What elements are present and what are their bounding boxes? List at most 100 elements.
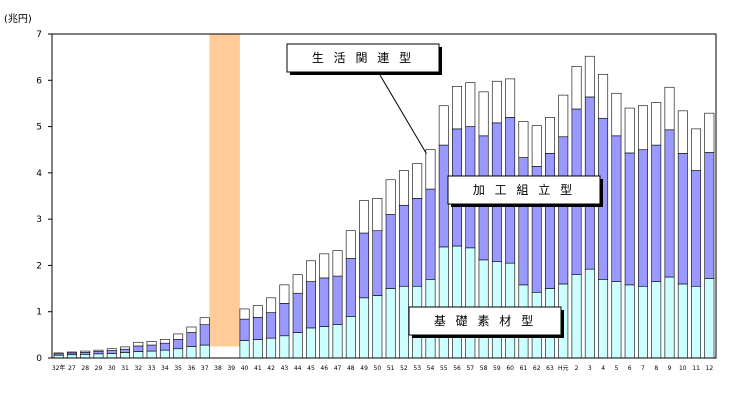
bar-segment: [638, 149, 648, 287]
y-tick-label: 5: [36, 123, 42, 133]
bar-segment: [133, 341, 144, 347]
bar-segment: [186, 346, 197, 359]
bar-segment: [292, 292, 303, 333]
x-tick-label: 11: [692, 365, 700, 372]
y-tick-label: 0: [36, 354, 42, 364]
bar-segment: [611, 92, 622, 137]
bar-segment: [571, 274, 582, 359]
bars: [53, 55, 715, 359]
y-tick-label: 4: [36, 169, 42, 179]
bar-segment: [199, 344, 210, 359]
x-tick-label: 52: [400, 365, 408, 372]
bar-segment: [677, 110, 688, 154]
bar-segment: [412, 198, 423, 287]
bar-segment: [279, 303, 290, 337]
bar-segment: [252, 305, 263, 318]
bar-segment: [545, 153, 555, 289]
annotation-box: [408, 306, 562, 336]
y-unit-label: (兆円): [4, 13, 32, 25]
x-tick-label: 48: [347, 365, 355, 372]
bar-segment: [252, 316, 263, 340]
bar-segment: [292, 274, 303, 294]
x-tick-label: 56: [453, 365, 461, 372]
bar-segment: [279, 335, 290, 359]
annotation-label: 加 工 組 立 型: [473, 182, 575, 197]
bar-segment: [120, 352, 130, 359]
bar-segment: [372, 295, 383, 359]
x-tick-label: 3: [588, 365, 592, 372]
x-tick-label: 9: [668, 365, 672, 372]
bar-segment: [531, 125, 542, 167]
bar-segment: [598, 279, 609, 359]
bar-segment: [465, 82, 476, 127]
bar-segment: [491, 80, 502, 124]
x-tick-label: 38: [214, 365, 222, 372]
bar-segment: [239, 318, 250, 341]
bar-segment: [638, 285, 648, 359]
bar-segment: [266, 297, 277, 313]
x-tick-label: 41: [254, 365, 262, 372]
bar-segment: [53, 352, 64, 355]
bar-segment: [452, 86, 462, 130]
bar-segment: [571, 66, 582, 110]
bar-segment: [677, 283, 688, 359]
x-tick-label: 50: [374, 365, 382, 372]
bar-segment: [704, 152, 715, 279]
x-tick-label: 45: [307, 365, 315, 372]
bar-segment: [425, 149, 436, 190]
x-tick-label: 49: [360, 365, 368, 372]
y-tick-label: 2: [36, 261, 42, 271]
bar-segment: [505, 78, 516, 118]
bar-segment: [611, 281, 622, 359]
annotation-label: 基 礎 素 材 型: [434, 314, 536, 328]
bar-segment: [306, 281, 316, 329]
bar-segment: [598, 73, 609, 119]
bar-segment: [266, 337, 277, 359]
bar-segment: [412, 163, 423, 199]
x-tick-label: 54: [427, 365, 435, 372]
x-tick-label: 7: [641, 365, 645, 372]
bar-segment: [624, 107, 635, 154]
y-tick-label: 1: [36, 308, 42, 318]
x-tick-label: 44: [294, 365, 302, 372]
x-tick-label: 31: [121, 365, 129, 372]
bar-segment: [306, 327, 316, 359]
x-tick-label: 59: [493, 365, 501, 372]
bar-segment: [398, 204, 409, 287]
x-tick-label: 10: [679, 365, 687, 372]
bar-segment: [173, 333, 184, 340]
bar-segment: [199, 317, 210, 325]
highlight-rect: [209, 34, 240, 347]
bar-segment: [359, 297, 370, 359]
bar-segment: [173, 339, 184, 350]
bar-segment: [345, 316, 356, 359]
x-tick-label: 32年: [52, 364, 66, 372]
x-tick-label: 61: [520, 365, 528, 372]
annotation-pointer-line: [377, 71, 427, 154]
bar-segment: [345, 258, 356, 317]
x-tick-label: 42: [267, 365, 275, 372]
x-tick-label: 8: [654, 365, 658, 372]
bar-segment: [239, 308, 250, 320]
bar-segment: [93, 349, 104, 352]
x-tick-label: 51: [387, 365, 395, 372]
x-tick-label: H元: [558, 365, 569, 372]
x-tick-label: 30: [108, 365, 116, 372]
bar-segment: [611, 135, 622, 282]
highlight-band: [209, 34, 240, 347]
bar-segment: [239, 340, 250, 359]
bar-segment: [651, 102, 662, 146]
x-tick-label: 60: [506, 365, 514, 372]
bar-segment: [80, 353, 91, 359]
x-tick-label: 53: [413, 365, 421, 372]
bar-segment: [306, 260, 316, 282]
bar-segment: [438, 105, 449, 146]
x-tick-label: 55: [440, 365, 448, 372]
annotations: 生 活 関 連 型加 工 組 立 型基 礎 素 材 型: [286, 43, 603, 338]
bar-segment: [691, 128, 702, 171]
bar-segment: [106, 350, 117, 354]
bar-segment: [319, 253, 330, 279]
x-tick-label: 36: [188, 365, 196, 372]
bar-segment: [319, 277, 330, 327]
